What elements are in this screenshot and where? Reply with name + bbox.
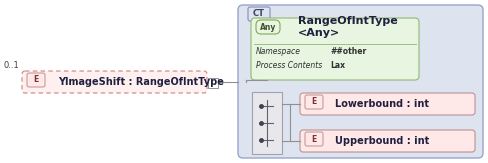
FancyBboxPatch shape: [27, 73, 45, 87]
FancyBboxPatch shape: [305, 95, 323, 109]
Text: <Any>: <Any>: [298, 28, 340, 38]
FancyBboxPatch shape: [300, 130, 475, 152]
FancyBboxPatch shape: [238, 5, 483, 158]
Bar: [252, 92, 282, 154]
Text: YImageShift : RangeOfIntType: YImageShift : RangeOfIntType: [58, 77, 224, 87]
Text: Any: Any: [260, 22, 276, 31]
Text: E: E: [311, 97, 317, 106]
Text: 0..1: 0..1: [4, 61, 20, 71]
FancyBboxPatch shape: [256, 20, 280, 34]
Text: Upperbound : int: Upperbound : int: [335, 136, 429, 146]
Text: ##other: ##other: [330, 47, 366, 57]
FancyBboxPatch shape: [251, 18, 419, 80]
Text: CT: CT: [253, 9, 265, 18]
Text: Lax: Lax: [330, 60, 345, 69]
Text: Lowerbound : int: Lowerbound : int: [335, 99, 429, 109]
Text: RangeOfIntType: RangeOfIntType: [298, 16, 398, 26]
Bar: [208, 78, 218, 88]
Text: Process Contents: Process Contents: [256, 60, 322, 69]
Text: E: E: [311, 134, 317, 143]
FancyBboxPatch shape: [300, 93, 475, 115]
Text: Namespace: Namespace: [256, 47, 301, 57]
Text: E: E: [33, 75, 39, 84]
FancyBboxPatch shape: [22, 71, 207, 93]
FancyBboxPatch shape: [248, 7, 270, 21]
FancyBboxPatch shape: [305, 132, 323, 146]
